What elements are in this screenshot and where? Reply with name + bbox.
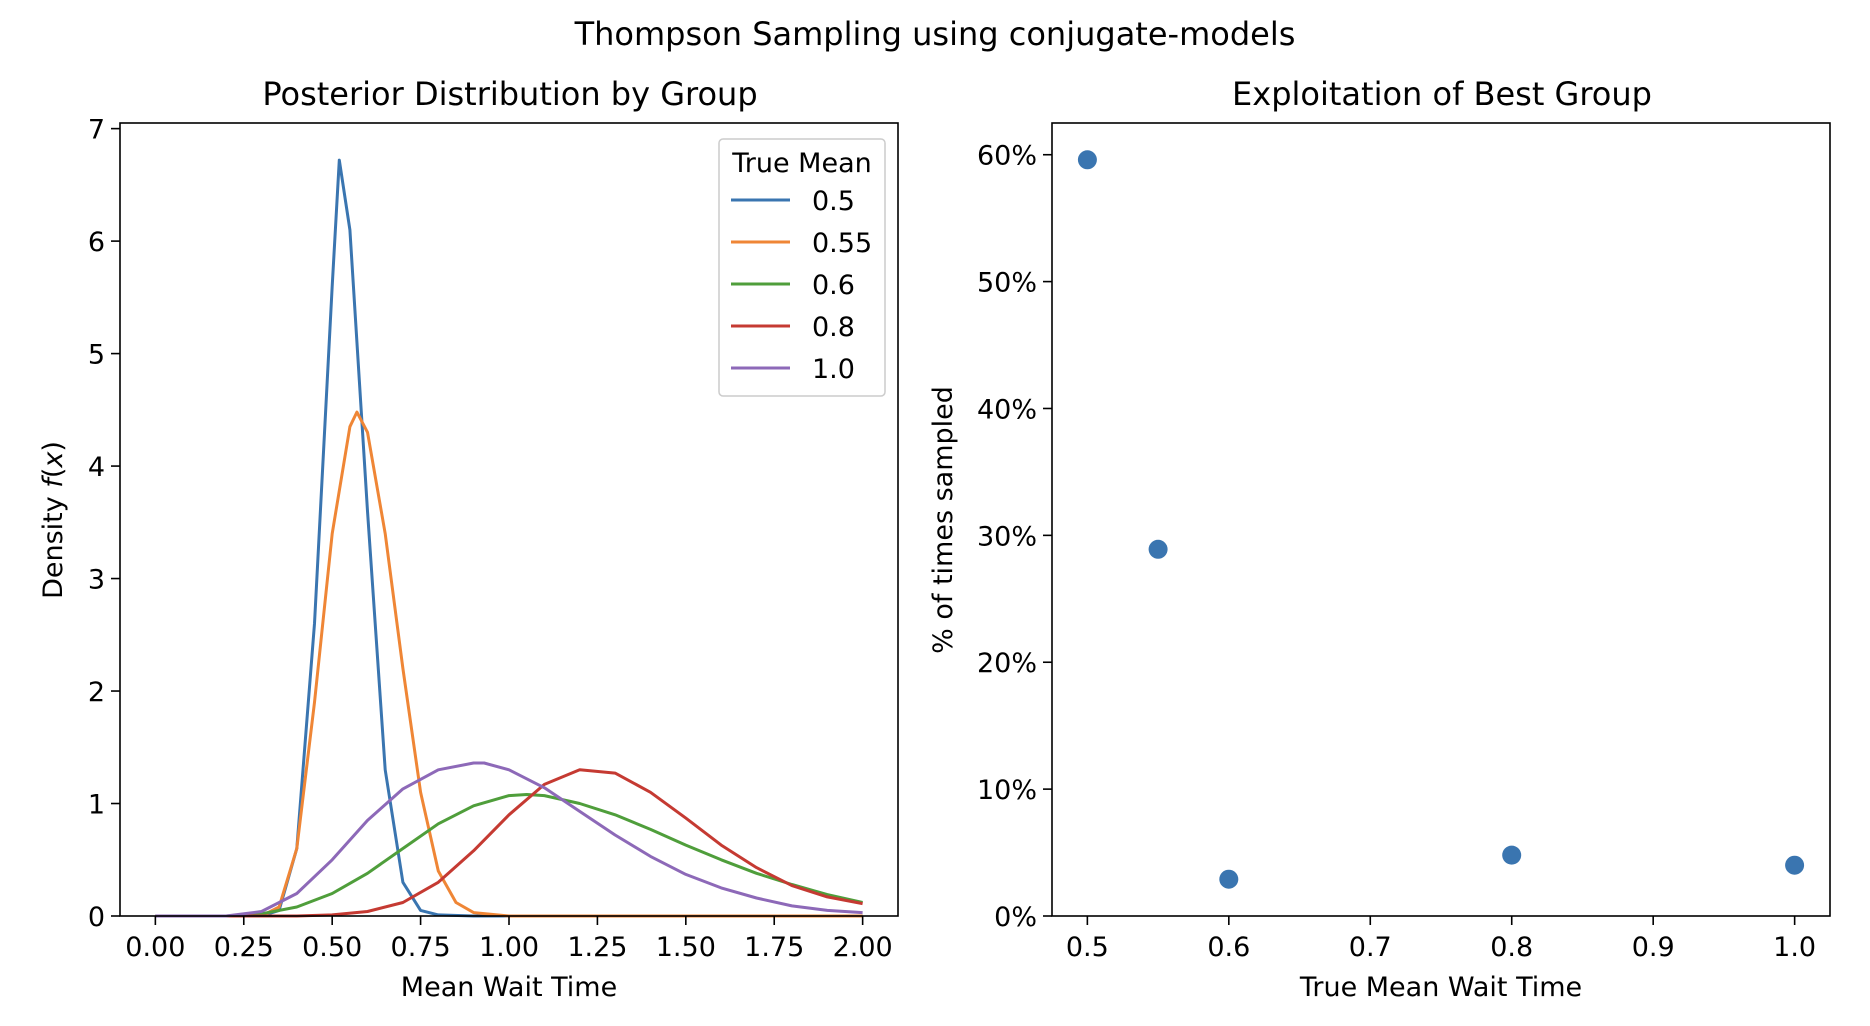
- left-chart-title: Posterior Distribution by Group: [262, 75, 757, 113]
- left-x-tick-label: 1.00: [479, 932, 539, 963]
- right-x-tick-label: 0.7: [1349, 932, 1392, 963]
- right-y-tick-label: 0%: [994, 902, 1037, 933]
- right-x-axis-label: True Mean Wait Time: [1299, 972, 1582, 1003]
- left-x-tick-label: 2.00: [833, 932, 893, 963]
- left-y-tick-label: 2: [88, 677, 105, 708]
- scatter-point-0.8: [1502, 845, 1522, 865]
- legend-box: [718, 138, 886, 397]
- left-x-tick-label: 0.00: [125, 932, 185, 963]
- left-x-tick-label: 1.50: [656, 932, 716, 963]
- left-x-tick-label: 0.25: [214, 932, 274, 963]
- legend-items: 0.5 0.55 0.6 0.8 1.0: [731, 186, 872, 385]
- left-x-tick-label: 1.75: [744, 932, 804, 963]
- density-curve-0.6: [155, 793, 863, 918]
- right-y-tick-label: 20%: [977, 648, 1037, 679]
- right-y-tick-label: 30%: [977, 521, 1037, 552]
- legend-label-1.0: 1.0: [812, 354, 855, 385]
- right-chart-title: Exploitation of Best Group: [1232, 75, 1652, 113]
- density-curve-0.8: [155, 768, 863, 918]
- legend-label-0.8: 0.8: [812, 312, 855, 343]
- left-x-ticks: 0.00 0.25 0.50 0.75 1.00 1.25 1.50 1.75 2.00: [125, 916, 893, 963]
- left-y-tick-label: 7: [88, 115, 105, 146]
- right-x-tick-label: 0.5: [1066, 932, 1109, 963]
- right-plot-area: [1077, 150, 1805, 889]
- scatter-point-1: [1785, 855, 1805, 875]
- density-curve-1.0: [155, 761, 863, 918]
- left-x-tick-label: 0.50: [302, 932, 362, 963]
- right-x-ticks: 0.5 0.6 0.7 0.8 0.9 1.0: [1066, 916, 1816, 963]
- left-y-tick-label: 4: [88, 452, 105, 483]
- left-x-tick-label: 1.25: [567, 932, 627, 963]
- right-y-axis-label: % of times sampled: [928, 386, 959, 654]
- right-y-tick-label: 10%: [977, 775, 1037, 806]
- left-y-tick-label: 3: [88, 565, 105, 596]
- legend-label-0.6: 0.6: [812, 270, 855, 301]
- left-y-ticks: 0 1 2 3 4 5 6 7: [88, 115, 120, 933]
- right-y-tick-label: 40%: [977, 394, 1037, 425]
- figure-title: Thompson Sampling using conjugate-models: [574, 15, 1296, 53]
- left-y-tick-label: 6: [88, 227, 105, 258]
- right-x-tick-label: 1.0: [1773, 932, 1816, 963]
- scatter-point-0.6: [1219, 869, 1239, 889]
- legend-label-0.55: 0.55: [812, 228, 872, 259]
- legend-title: True Mean: [731, 148, 872, 179]
- right-x-tick-label: 0.6: [1207, 932, 1250, 963]
- left-y-tick-label: 5: [88, 340, 105, 371]
- right-axes-frame: [1051, 122, 1831, 917]
- right-y-ticks: 0% 10% 20% 30% 40% 50% 60%: [977, 141, 1052, 933]
- left-x-tick-label: 0.75: [391, 932, 451, 963]
- right-x-tick-label: 0.9: [1632, 932, 1675, 963]
- scatter-point-0.5: [1077, 150, 1097, 170]
- right-y-tick-label: 60%: [977, 141, 1037, 172]
- legend-label-0.5: 0.5: [812, 186, 855, 217]
- left-y-tick-label: 1: [88, 790, 105, 821]
- left-chart: Posterior Distribution by Group 0.00 0.25…: [38, 75, 899, 1003]
- legend: True Mean 0.5 0.55 0.6 0.8 1.0: [718, 138, 886, 397]
- right-chart: Exploitation of Best Group 0.5 0.6 0.7 0.8 0…: [928, 75, 1831, 1003]
- density-curve-0.55: [155, 410, 863, 918]
- left-y-axis-label: Density f(x): [38, 441, 69, 599]
- scatter-point-0.55: [1148, 539, 1168, 559]
- left-x-axis-label: Mean Wait Time: [401, 972, 617, 1003]
- right-y-tick-label: 50%: [977, 268, 1037, 299]
- right-x-tick-label: 0.8: [1490, 932, 1533, 963]
- left-y-tick-label: 0: [88, 902, 105, 933]
